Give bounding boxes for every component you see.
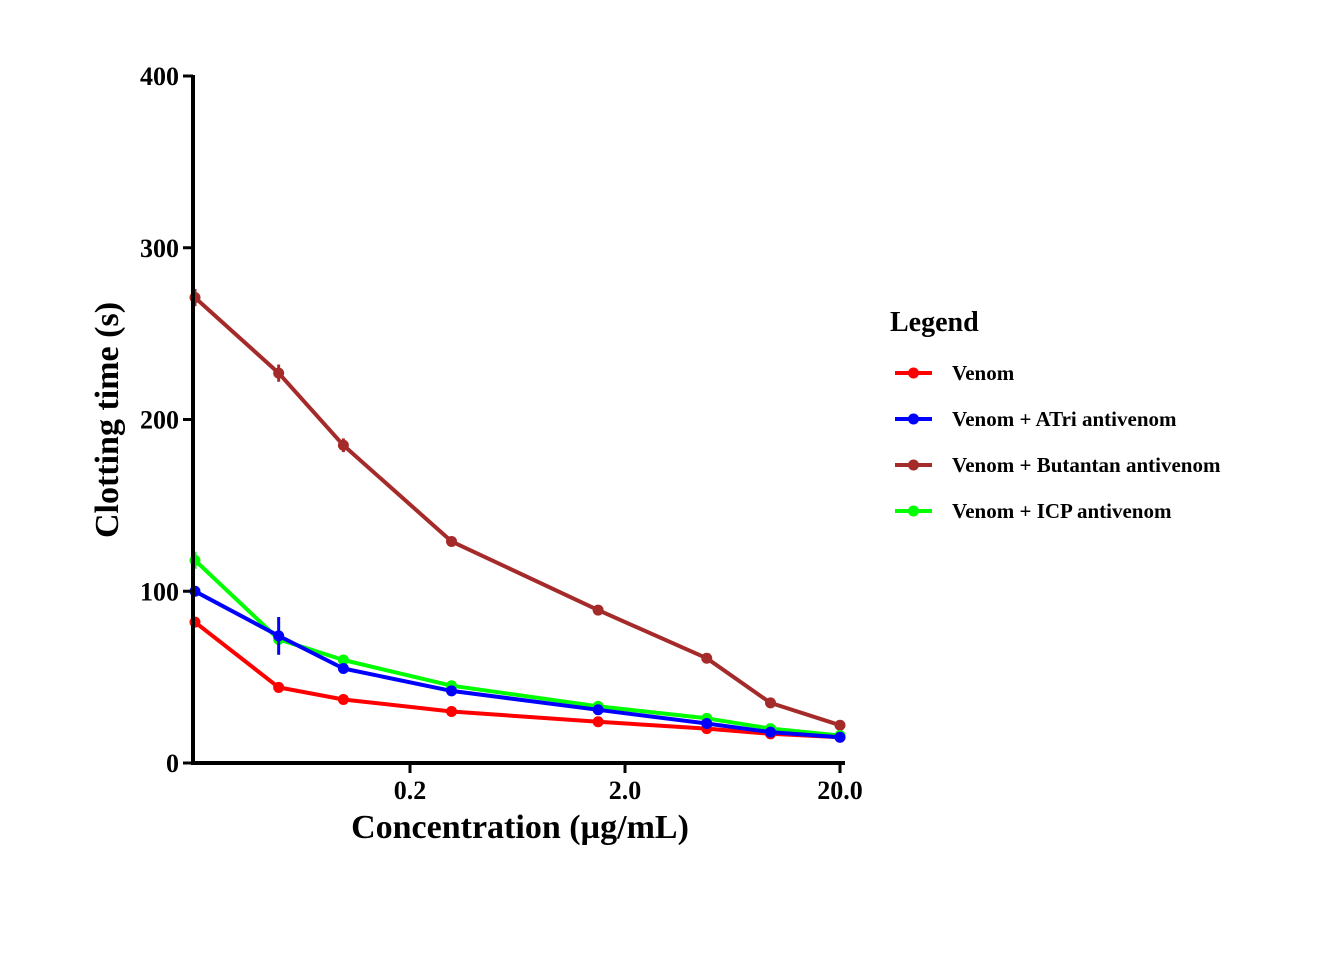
legend-swatch-marker: [908, 459, 919, 471]
legend-swatch-marker: [908, 505, 919, 517]
data-point: [764, 726, 776, 738]
data-point: [337, 439, 349, 451]
data-point: [337, 693, 349, 705]
plot-area: [189, 288, 846, 743]
y-tick-label: 400: [140, 62, 179, 91]
legend-swatch-marker: [908, 413, 919, 425]
legend-label: Venom + Butantan antivenom: [952, 453, 1221, 477]
data-point: [273, 367, 285, 379]
data-point: [701, 652, 713, 664]
series-line: [193, 296, 841, 728]
x-axis-title: Concentration (µg/mL): [351, 809, 689, 846]
y-axis-title: Clotting time (s): [89, 302, 126, 538]
series-line: [193, 558, 841, 738]
data-point: [701, 717, 713, 729]
data-point: [592, 704, 604, 716]
axes: [191, 75, 845, 765]
data-point: [764, 697, 776, 709]
legend-label: Venom: [952, 361, 1015, 385]
x-tick-label: 2.0: [609, 776, 642, 805]
data-point: [834, 719, 846, 731]
ticks: 0 100 200 300 400 0.2 2.0 20.0: [140, 62, 863, 805]
data-point: [834, 731, 846, 743]
data-point: [446, 685, 458, 697]
series-line: [193, 620, 841, 740]
y-tick-label: 0: [166, 749, 179, 778]
series-2: [189, 585, 846, 743]
legend-label: Venom + ATri antivenom: [952, 407, 1177, 431]
data-point: [337, 654, 349, 666]
y-tick-label: 300: [140, 234, 179, 263]
legend: Legend Venom Venom + ATri antivenom Venom …: [890, 307, 1221, 523]
legend-title: Legend: [890, 307, 979, 338]
y-tick-label: 100: [140, 577, 179, 606]
data-point: [592, 604, 604, 616]
data-point: [592, 716, 604, 728]
series-3: [189, 288, 846, 731]
series-4: [189, 551, 846, 742]
data-point: [446, 535, 458, 547]
x-tick-label: 20.0: [817, 776, 863, 805]
legend-item: Venom + ICP antivenom: [895, 499, 1172, 523]
legend-item: Venom: [895, 361, 1015, 385]
x-tick-label: 0.2: [394, 776, 427, 805]
data-point: [273, 630, 285, 642]
data-point: [273, 681, 285, 693]
legend-item: Venom + Butantan antivenom: [895, 453, 1221, 477]
y-tick-label: 200: [140, 406, 179, 435]
legend-label: Venom + ICP antivenom: [952, 499, 1172, 523]
legend-swatch-marker: [908, 367, 919, 379]
data-point: [446, 705, 458, 717]
data-point: [337, 663, 349, 675]
series-line: [194, 589, 841, 740]
legend-item: Venom + ATri antivenom: [895, 407, 1177, 431]
